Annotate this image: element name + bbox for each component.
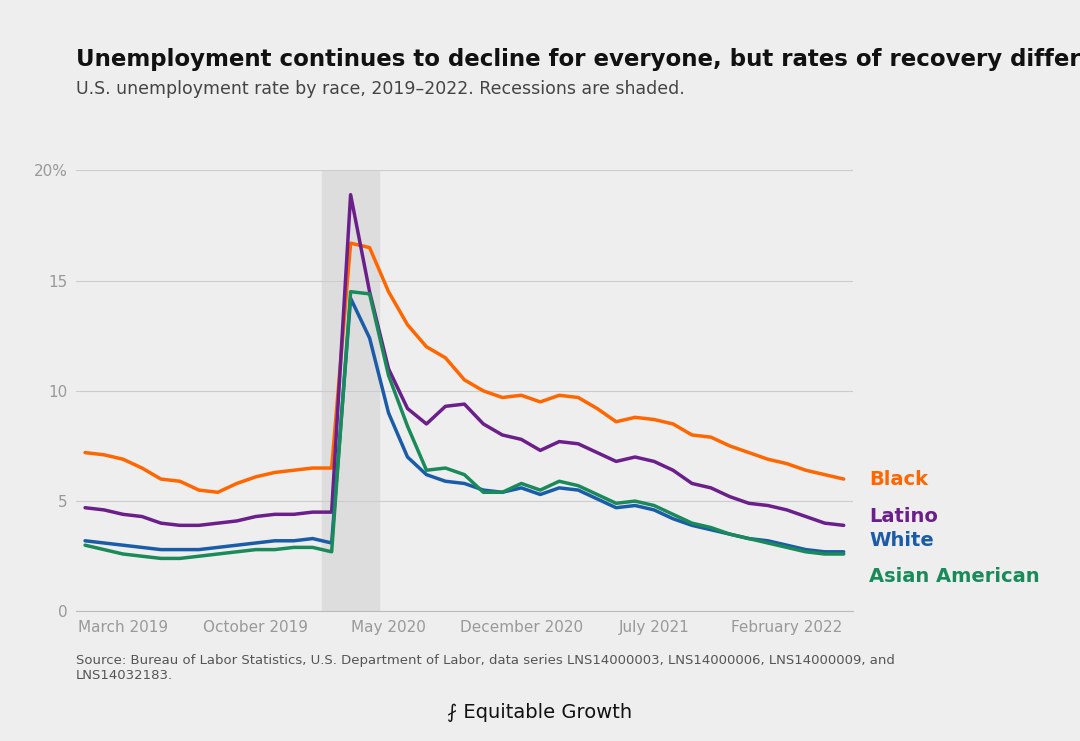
Text: Unemployment continues to decline for everyone, but rates of recovery differ: Unemployment continues to decline for ev… xyxy=(76,48,1080,71)
Text: Latino: Latino xyxy=(869,507,939,526)
Text: White: White xyxy=(869,531,934,551)
Text: Source: Bureau of Labor Statistics, U.S. Department of Labor, data series LNS140: Source: Bureau of Labor Statistics, U.S.… xyxy=(76,654,894,682)
Bar xyxy=(322,170,379,611)
Text: Black: Black xyxy=(869,470,929,488)
Text: ⨏ Equitable Growth: ⨏ Equitable Growth xyxy=(447,703,633,722)
Text: U.S. unemployment rate by race, 2019–2022. Recessions are shaded.: U.S. unemployment rate by race, 2019–202… xyxy=(76,80,685,98)
Text: Asian American: Asian American xyxy=(869,567,1040,585)
